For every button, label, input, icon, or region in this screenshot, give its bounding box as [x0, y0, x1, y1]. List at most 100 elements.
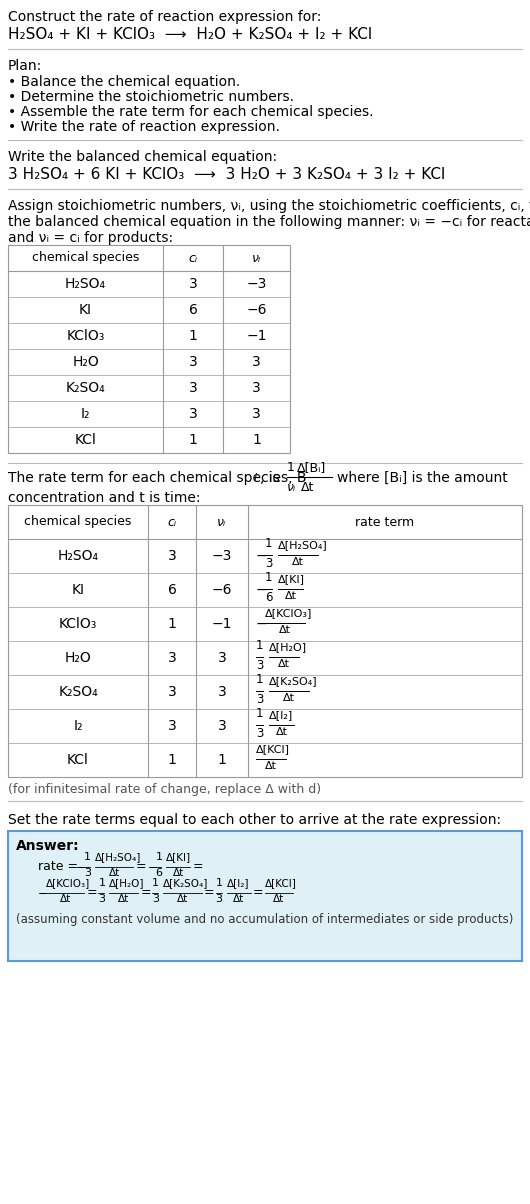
Text: Δt: Δt	[273, 895, 285, 904]
Text: rate term: rate term	[356, 515, 414, 529]
Text: where [Bᵢ] is the amount: where [Bᵢ] is the amount	[337, 471, 507, 485]
Bar	[8, 504, 522, 777]
Text: H₂SO₄: H₂SO₄	[57, 549, 99, 563]
Text: 3: 3	[218, 685, 226, 700]
Text: chemical species: chemical species	[32, 252, 139, 265]
Text: νᵢ: νᵢ	[287, 482, 296, 494]
Text: 1: 1	[217, 752, 226, 767]
FancyBboxPatch shape	[8, 831, 522, 961]
Text: −: −	[38, 886, 48, 899]
Text: 1: 1	[252, 433, 261, 447]
Text: • Determine the stoichiometric numbers.: • Determine the stoichiometric numbers.	[8, 90, 294, 104]
Text: 3: 3	[167, 685, 176, 700]
Text: 3: 3	[216, 895, 223, 904]
Text: −: −	[147, 861, 157, 873]
Text: 3 H₂SO₄ + 6 KI + KClO₃  ⟶  3 H₂O + 3 K₂SO₄ + 3 I₂ + KCl: 3 H₂SO₄ + 6 KI + KClO₃ ⟶ 3 H₂O + 3 K₂SO₄…	[8, 167, 445, 182]
Text: 3: 3	[99, 895, 105, 904]
Text: (assuming constant volume and no accumulation of intermediates or side products): (assuming constant volume and no accumul…	[16, 913, 514, 926]
Text: the balanced chemical equation in the following manner: νᵢ = −cᵢ for reactants: the balanced chemical equation in the fo…	[8, 216, 530, 229]
Text: H₂O: H₂O	[72, 355, 99, 368]
Text: =: =	[140, 886, 151, 899]
Text: KClO₃: KClO₃	[59, 616, 97, 631]
Text: −: −	[256, 549, 268, 563]
Text: Write the balanced chemical equation:: Write the balanced chemical equation:	[8, 150, 277, 164]
Text: KI: KI	[72, 583, 84, 597]
Text: H₂SO₄ + KI + KClO₃  ⟶  H₂O + K₂SO₄ + I₂ + KCl: H₂SO₄ + KI + KClO₃ ⟶ H₂O + K₂SO₄ + I₂ + …	[8, 26, 372, 42]
Text: (for infinitesimal rate of change, replace Δ with d): (for infinitesimal rate of change, repla…	[8, 783, 321, 796]
Text: Δt: Δt	[109, 868, 120, 878]
Text: 1: 1	[189, 433, 198, 447]
Text: Δ[H₂O]: Δ[H₂O]	[109, 878, 145, 889]
Text: 1: 1	[265, 537, 272, 550]
Text: H₂O: H₂O	[65, 651, 91, 665]
Text: Δ[H₂SO₄]: Δ[H₂SO₄]	[278, 541, 328, 550]
Text: Δ[KClO₃]: Δ[KClO₃]	[46, 878, 90, 889]
Text: Assign stoichiometric numbers, νᵢ, using the stoichiometric coefficients, cᵢ, fr: Assign stoichiometric numbers, νᵢ, using…	[8, 199, 530, 213]
Text: Δt: Δt	[278, 659, 290, 669]
Text: K₂SO₄: K₂SO₄	[66, 380, 105, 395]
Text: i: i	[254, 473, 257, 483]
Text: =: =	[253, 886, 263, 899]
Text: 3: 3	[252, 355, 261, 368]
Text: 6: 6	[265, 591, 272, 604]
Text: 3: 3	[189, 380, 197, 395]
Text: 6: 6	[155, 868, 162, 878]
Text: Δt: Δt	[301, 482, 314, 494]
Text: =: =	[135, 861, 146, 873]
Text: −3: −3	[212, 549, 232, 563]
Text: νᵢ: νᵢ	[217, 515, 227, 529]
Text: Δt: Δt	[279, 625, 291, 635]
Text: The rate term for each chemical species, B: The rate term for each chemical species,…	[8, 471, 306, 485]
Text: −1: −1	[212, 616, 232, 631]
Text: 1: 1	[256, 673, 263, 686]
Text: and νᵢ = cᵢ for products:: and νᵢ = cᵢ for products:	[8, 231, 173, 244]
Text: KClO₃: KClO₃	[66, 329, 105, 343]
Text: KI: KI	[79, 303, 92, 317]
Text: −1: −1	[246, 329, 267, 343]
Text: 3: 3	[218, 651, 226, 665]
Text: −6: −6	[212, 583, 232, 597]
Text: 3: 3	[252, 407, 261, 421]
Text: 1: 1	[84, 852, 91, 862]
Text: =: =	[86, 886, 97, 899]
Text: Δt: Δt	[173, 868, 184, 878]
Text: Δ[H₂SO₄]: Δ[H₂SO₄]	[95, 852, 142, 862]
Text: Δt: Δt	[265, 761, 277, 771]
Text: 3: 3	[84, 868, 91, 878]
Text: −6: −6	[246, 303, 267, 317]
Text: 1: 1	[155, 852, 162, 862]
Text: 1: 1	[167, 752, 176, 767]
Text: 3: 3	[265, 557, 272, 569]
Text: 3: 3	[189, 277, 197, 291]
Text: K₂SO₄: K₂SO₄	[58, 685, 98, 700]
Text: 3: 3	[256, 694, 263, 706]
Text: Δ[KI]: Δ[KI]	[166, 852, 191, 862]
Text: Δ[I₂]: Δ[I₂]	[269, 710, 293, 720]
Text: chemical species: chemical species	[24, 515, 131, 529]
Text: • Assemble the rate term for each chemical species.: • Assemble the rate term for each chemic…	[8, 105, 374, 119]
Text: 1: 1	[216, 878, 223, 889]
Text: −: −	[256, 616, 268, 631]
Text: Δt: Δt	[276, 727, 287, 737]
Text: νᵢ: νᵢ	[252, 252, 261, 265]
Text: Δt: Δt	[118, 895, 129, 904]
Text: Δt: Δt	[59, 895, 71, 904]
Text: 1: 1	[265, 571, 272, 584]
Bar	[8, 244, 290, 453]
Text: Δt: Δt	[233, 895, 244, 904]
Text: cᵢ: cᵢ	[189, 252, 198, 265]
Text: Δ[KCl]: Δ[KCl]	[264, 878, 296, 889]
Text: −: −	[256, 583, 268, 597]
Text: 3: 3	[167, 719, 176, 733]
Text: KCl: KCl	[67, 752, 89, 767]
Text: 1: 1	[256, 707, 263, 720]
Text: Δt: Δt	[177, 895, 188, 904]
Text: Δ[KI]: Δ[KI]	[278, 574, 305, 584]
Text: 3: 3	[189, 407, 197, 421]
Text: 3: 3	[256, 659, 263, 672]
Text: 6: 6	[167, 583, 176, 597]
Text: 3: 3	[252, 380, 261, 395]
Text: 1: 1	[152, 878, 159, 889]
Text: 1: 1	[287, 461, 295, 474]
Text: 1: 1	[99, 878, 105, 889]
